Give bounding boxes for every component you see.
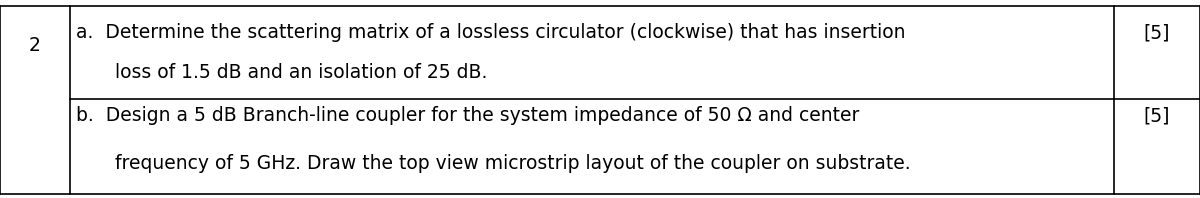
Text: frequency of 5 GHz. Draw the top view microstrip layout of the coupler on substr: frequency of 5 GHz. Draw the top view mi… — [115, 154, 911, 173]
Text: 2: 2 — [29, 36, 41, 55]
Text: b.  Design a 5 dB Branch-line coupler for the system impedance of 50 Ω and cente: b. Design a 5 dB Branch-line coupler for… — [76, 106, 859, 125]
Text: a.  Determine the scattering matrix of a lossless circulator (clockwise) that ha: a. Determine the scattering matrix of a … — [76, 23, 905, 42]
Text: [5]: [5] — [1144, 23, 1170, 42]
Text: loss of 1.5 dB and an isolation of 25 dB.: loss of 1.5 dB and an isolation of 25 dB… — [115, 63, 487, 82]
Text: [5]: [5] — [1144, 106, 1170, 125]
